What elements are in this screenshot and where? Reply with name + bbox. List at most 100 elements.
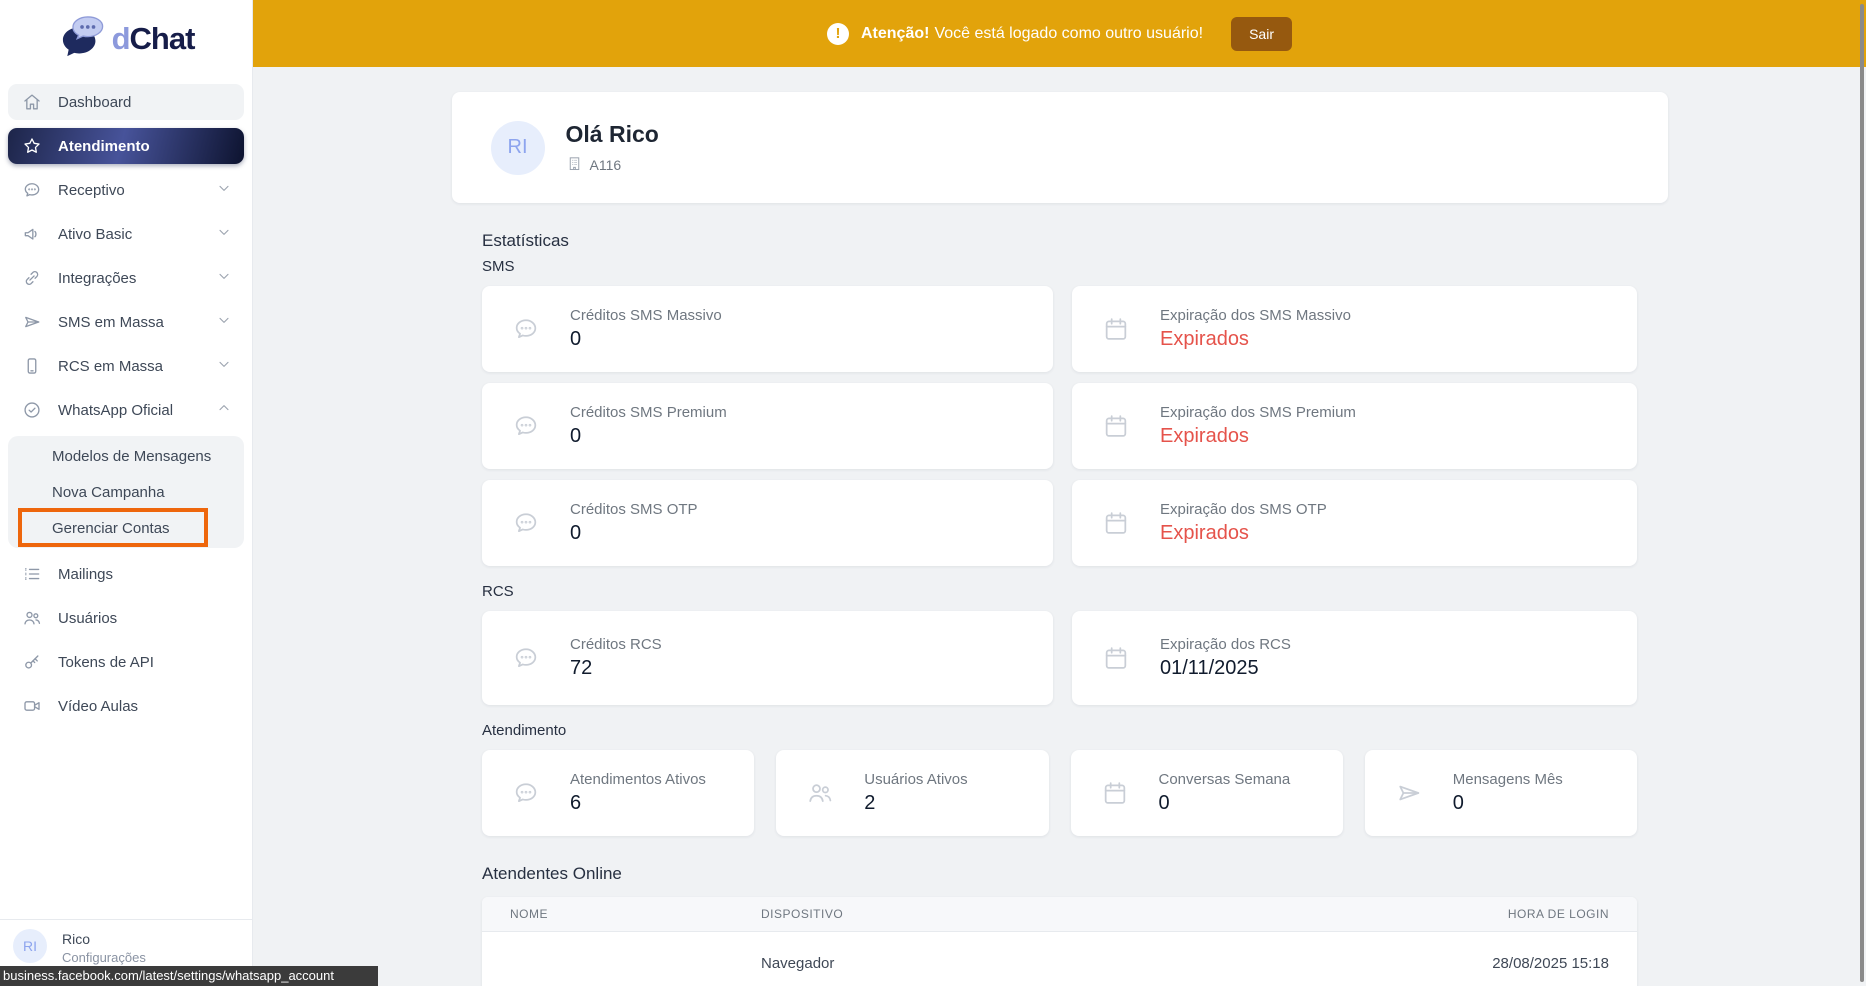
stat-card-mensagens-mes: Mensagens Mês 0 xyxy=(1364,750,1637,836)
sidebar-item-video-aulas[interactable]: Vídeo Aulas xyxy=(8,688,244,724)
sidebar-item-label: Atendimento xyxy=(58,137,150,155)
link-icon xyxy=(22,268,42,288)
sidebar-item-integracoes[interactable]: Integrações xyxy=(8,260,244,296)
sidebar-item-label: SMS em Massa xyxy=(58,313,164,331)
sidebar-item-label: Integrações xyxy=(58,269,137,287)
sidebar-item-receptivo[interactable]: Receptivo xyxy=(8,172,244,208)
chat-bubble-icon xyxy=(512,315,540,343)
video-camera-icon xyxy=(22,696,42,716)
table-header-row: NOME DISPOSITIVO HORA DE LOGIN xyxy=(482,897,1637,932)
stat-card-creditos-rcs: Créditos RCS 72 xyxy=(482,611,1053,705)
stat-card-expiracao-rcs: Expiração dos RCS 01/11/2025 xyxy=(1072,611,1637,705)
stat-label: Créditos SMS Premium xyxy=(570,404,727,421)
chevron-down-icon xyxy=(216,180,232,200)
stat-label: Créditos SMS OTP xyxy=(570,501,698,518)
check-circle-icon xyxy=(22,400,42,420)
sidebar-item-sms-em-massa[interactable]: SMS em Massa xyxy=(8,304,244,340)
chat-bubble-icon xyxy=(22,180,42,200)
table-row: Navegador 28/08/2025 15:18 xyxy=(482,932,1637,986)
stat-value: 0 xyxy=(1452,792,1464,814)
submenu-item-modelos-de-mensagens[interactable]: Modelos de Mensagens xyxy=(8,438,244,474)
sidebar-item-whatsapp-oficial[interactable]: WhatsApp Oficial xyxy=(8,392,244,428)
stat-label: Expiração dos RCS xyxy=(1160,636,1291,653)
app-logo[interactable]: dChat xyxy=(0,0,252,78)
stat-value: 0 xyxy=(570,328,582,350)
submenu-item-gerenciar-contas[interactable]: Gerenciar Contas xyxy=(8,508,244,547)
column-header-dispositivo: DISPOSITIVO xyxy=(761,907,844,921)
sidebar-item-ativo-basic[interactable]: Ativo Basic xyxy=(8,216,244,252)
sidebar: dChat Dashboard Atendimento Receptivo xyxy=(0,0,253,986)
welcome-card: RI Olá Rico A116 xyxy=(451,92,1668,203)
chevron-down-icon xyxy=(216,268,232,288)
home-icon xyxy=(22,92,42,112)
sidebar-item-label: Dashboard xyxy=(58,93,132,111)
stat-label: Atendimentos Ativos xyxy=(570,771,706,788)
stat-value-expired: Expirados xyxy=(1160,425,1249,447)
chat-bubble-icon xyxy=(512,779,540,807)
stat-label: Créditos SMS Massivo xyxy=(570,307,722,324)
sidebar-item-tokens-de-api[interactable]: Tokens de API xyxy=(8,644,244,680)
welcome-avatar: RI xyxy=(490,120,545,175)
submenu-item-label: Gerenciar Contas xyxy=(52,519,170,537)
banner-message-text: Você está logado como outro usuário! xyxy=(934,24,1204,42)
stat-value-expired: Expirados xyxy=(1160,328,1249,350)
stat-card-expiracao-sms-massivo: Expiração dos SMS Massivo Expirados xyxy=(1072,286,1637,372)
stat-value: 6 xyxy=(570,792,582,814)
stat-card-usuarios-ativos: Usuários Ativos 2 xyxy=(776,750,1049,836)
sms-cards-grid: Créditos SMS Massivo 0 Expiração dos SMS … xyxy=(482,286,1637,566)
sidebar-item-label: WhatsApp Oficial xyxy=(58,401,174,419)
sidebar-item-rcs-em-massa[interactable]: RCS em Massa xyxy=(8,348,244,384)
chat-bubble-icon xyxy=(512,412,540,440)
sidebar-item-label: Mailings xyxy=(58,565,114,583)
atendimento-section-label: Atendimento xyxy=(482,722,567,739)
chevron-up-icon xyxy=(216,400,232,420)
banner-message-prefix: Atenção! xyxy=(861,24,930,42)
logout-button[interactable]: Sair xyxy=(1231,16,1292,51)
sidebar-item-dashboard[interactable]: Dashboard xyxy=(8,84,244,120)
vertical-scrollbar[interactable] xyxy=(1860,4,1864,982)
stat-card-creditos-sms-otp: Créditos SMS OTP 0 xyxy=(482,480,1053,566)
chevron-down-icon xyxy=(216,224,232,244)
stat-card-expiracao-sms-otp: Expiração dos SMS OTP Expirados xyxy=(1072,480,1637,566)
sidebar-user-settings[interactable]: RI Rico Configurações xyxy=(0,919,252,986)
submenu-item-label: Modelos de Mensagens xyxy=(52,447,212,465)
stat-card-creditos-sms-massivo: Créditos SMS Massivo 0 xyxy=(482,286,1053,372)
stat-label: Expiração dos SMS OTP xyxy=(1160,501,1327,518)
stat-card-creditos-sms-premium: Créditos SMS Premium 0 xyxy=(482,383,1053,469)
submenu-item-nova-campanha[interactable]: Nova Campanha xyxy=(8,474,244,510)
rcs-cards-grid: Créditos RCS 72 Expiração dos RCS 01/11/20… xyxy=(482,611,1637,705)
account-code: A116 xyxy=(589,156,622,173)
rcs-section-label: RCS xyxy=(482,583,514,600)
sms-section-label: SMS xyxy=(482,258,515,275)
smartphone-icon xyxy=(22,356,42,376)
sidebar-menu: Dashboard Atendimento Receptivo Ati xyxy=(0,78,252,724)
stat-label: Usuários Ativos xyxy=(864,771,968,788)
browser-status-bar: business.facebook.com/latest/settings/wh… xyxy=(0,966,378,986)
stat-value: 01/11/2025 xyxy=(1160,657,1259,679)
sidebar-item-atendimento[interactable]: Atendimento xyxy=(8,128,244,164)
stat-card-conversas-semana: Conversas Semana 0 xyxy=(1070,750,1343,836)
sidebar-item-label: Ativo Basic xyxy=(58,225,133,243)
column-header-nome: NOME xyxy=(510,907,548,921)
statistics-section: Estatísticas SMS Créditos SMS Massivo 0 E… xyxy=(482,231,1637,986)
sidebar-item-label: Receptivo xyxy=(58,181,125,199)
sidebar-item-label: RCS em Massa xyxy=(58,357,164,375)
submenu-item-label: Nova Campanha xyxy=(52,483,165,501)
chevron-down-icon xyxy=(216,356,232,376)
calendar-icon xyxy=(1102,315,1130,343)
calendar-icon xyxy=(1102,509,1130,537)
list-icon xyxy=(22,564,42,584)
calendar-icon xyxy=(1102,412,1130,440)
calendar-icon xyxy=(1101,779,1129,807)
sidebar-item-mailings[interactable]: Mailings xyxy=(8,556,244,592)
chat-bubble-icon xyxy=(512,644,540,672)
stat-card-expiracao-sms-premium: Expiração dos SMS Premium Expirados xyxy=(1072,383,1637,469)
atendimento-cards-grid: Atendimentos Ativos 6 Usuários Ativos 2 Co… xyxy=(482,750,1637,836)
main-content: RI Olá Rico A116 Estatísticas SMS Crédit… xyxy=(253,67,1866,986)
star-icon xyxy=(22,136,42,156)
stat-value-expired: Expirados xyxy=(1160,522,1249,544)
statistics-title: Estatísticas xyxy=(482,231,569,250)
user-settings-label: Configurações xyxy=(62,950,146,965)
stat-value: 0 xyxy=(1158,792,1170,814)
sidebar-item-usuarios[interactable]: Usuários xyxy=(8,600,244,636)
